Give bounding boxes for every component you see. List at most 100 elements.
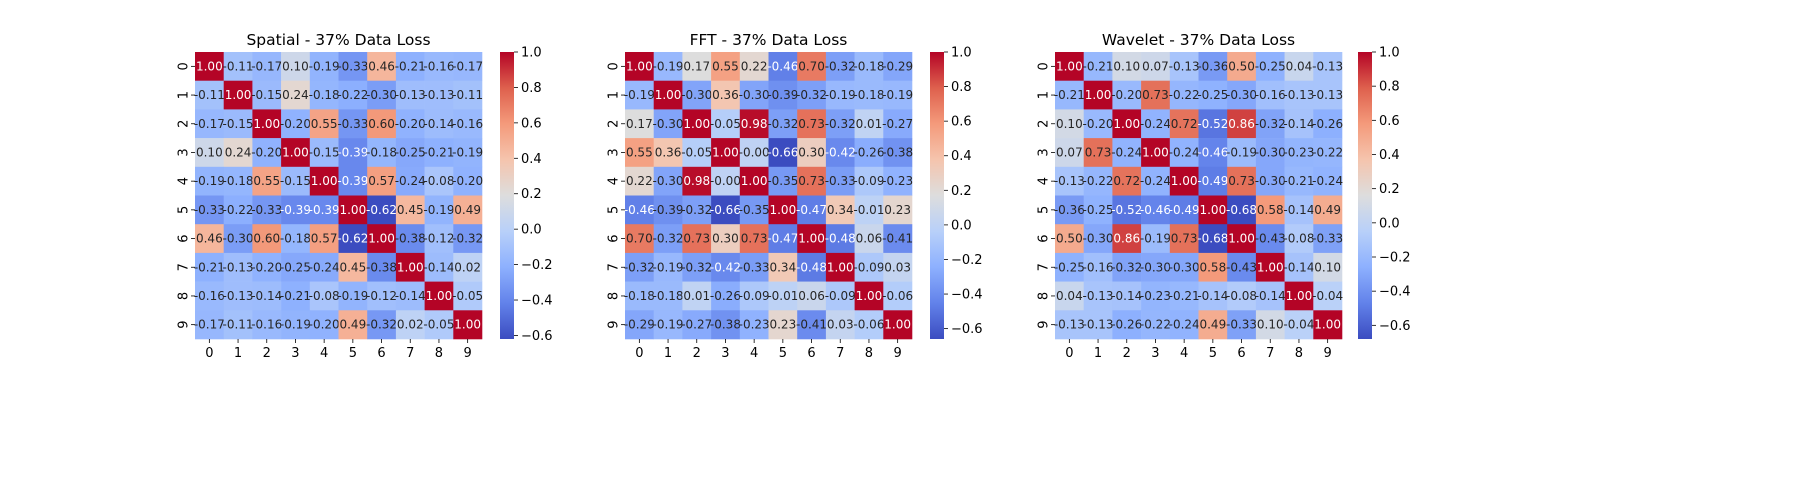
cell-label: -0.15: [251, 88, 282, 102]
cell-label: -0.19: [825, 88, 856, 102]
cell-label: -0.30: [1255, 145, 1286, 159]
heatmap-cell: [338, 252, 368, 282]
cell-label: -0.20: [251, 260, 282, 274]
colorbar-tick-label: −0.2: [951, 253, 983, 268]
heatmap-cell: [1083, 80, 1113, 110]
heatmap-cell: [1227, 224, 1257, 254]
cell-label: -0.25: [1197, 88, 1228, 102]
cell-label: 0.17: [683, 59, 710, 73]
cell-label: 0.24: [225, 145, 252, 159]
heatmap-cell: [1141, 109, 1171, 139]
cell-label: -0.13: [1083, 318, 1114, 332]
heatmap-cell: [739, 281, 769, 311]
cell-label: -0.27: [681, 318, 712, 332]
heatmap-cell: [453, 138, 483, 168]
cell-label: 0.55: [626, 145, 653, 159]
heatmap-cell: [367, 166, 397, 196]
heatmap-cell: [338, 52, 368, 81]
cell-label: 0.73: [798, 174, 825, 188]
cell-label: -0.19: [653, 260, 684, 274]
heatmap-cell: [1112, 310, 1142, 340]
cell-label: 0.55: [311, 117, 338, 131]
heatmap-cell: [223, 166, 253, 196]
colorbar-tick-label: 1.0: [1379, 46, 1400, 61]
heatmap-cell: [711, 224, 741, 254]
heatmap-cell: [453, 109, 483, 139]
cell-label: -0.43: [1255, 232, 1286, 246]
heatmap-cell: [1169, 195, 1199, 225]
heatmap-cell: [854, 281, 884, 311]
cell-label: -0.29: [624, 318, 655, 332]
heatmap-cell: [223, 281, 253, 311]
cell-label: 1.00: [1113, 117, 1140, 131]
cell-label: -0.33: [825, 174, 856, 188]
heatmap-cell: [1198, 109, 1228, 139]
colorbar-tick-label: 0.4: [1379, 148, 1400, 163]
cell-label: -0.24: [309, 260, 340, 274]
cell-label: -0.22: [223, 203, 254, 217]
heatmap-cell: [1255, 52, 1285, 81]
cell-label: -0.21: [423, 145, 454, 159]
heatmap-cell: [1141, 281, 1171, 311]
cell-label: -0.18: [223, 174, 254, 188]
cell-label: -0.16: [1255, 88, 1286, 102]
colorbar-tick-label: 0.4: [951, 149, 972, 164]
cell-label: -0.14: [251, 289, 282, 303]
heatmap-cell: [1227, 52, 1257, 81]
heatmap-cell: [854, 166, 884, 196]
cell-label: -0.25: [1054, 260, 1085, 274]
colorbar-tick-label: 0.8: [521, 81, 542, 96]
heatmap-cell: [395, 310, 425, 340]
x-tick-label: 1: [664, 346, 672, 361]
cell-label: 0.86: [1113, 232, 1140, 246]
cell-label: -0.12: [366, 289, 397, 303]
cell-label: -0.14: [1197, 289, 1228, 303]
heatmap-cell: [768, 252, 798, 282]
cell-label: -0.18: [366, 145, 397, 159]
heatmap-cell: [338, 195, 368, 225]
heatmap-cell: [1198, 281, 1228, 311]
cell-label: 0.58: [1257, 203, 1284, 217]
heatmap-cell: [883, 310, 913, 340]
cell-label: -0.19: [423, 203, 454, 217]
heatmap-cell: [768, 138, 798, 168]
heatmap-cell: [1198, 195, 1228, 225]
cell-label: 1.00: [1056, 59, 1083, 73]
cell-label: 0.01: [856, 117, 883, 131]
heatmap-cell: [281, 195, 311, 225]
heatmap-cell: [653, 80, 683, 110]
heatmap-cell: [682, 138, 712, 168]
cell-label: 0.72: [1113, 174, 1140, 188]
cell-label: -0.38: [395, 232, 426, 246]
cell-label: 0.36: [655, 145, 682, 159]
cell-label: -0.14: [1283, 117, 1314, 131]
heatmap-cell: [625, 252, 654, 282]
cell-label: 0.45: [339, 260, 366, 274]
cell-label: -0.26: [853, 145, 884, 159]
heatmap-cell: [1198, 252, 1228, 282]
heatmap-cell: [367, 138, 397, 168]
cell-label: -0.30: [653, 117, 684, 131]
heatmap-cell: [424, 252, 454, 282]
x-tick-label: 0: [205, 346, 213, 361]
cell-label: -0.33: [337, 117, 368, 131]
cell-label: 1.00: [339, 203, 366, 217]
heatmap-cell: [195, 52, 224, 81]
heatmap-cell: [1141, 252, 1171, 282]
heatmap-cell: [1227, 281, 1257, 311]
cell-label: 0.73: [1142, 88, 1169, 102]
colorbar-tick-label: 0.2: [521, 187, 542, 202]
heatmap-cell: [1284, 80, 1314, 110]
cell-label: -0.08: [1283, 232, 1314, 246]
heatmap-cell: [1284, 52, 1314, 81]
cell-label: -0.38: [882, 145, 913, 159]
heatmap-cell: [768, 224, 798, 254]
heatmap-cell: [1255, 109, 1285, 139]
x-tick-label: 9: [894, 346, 902, 361]
heatmap-cell: [1169, 252, 1199, 282]
cell-label: -0.32: [366, 318, 397, 332]
heatmap-cell: [252, 195, 282, 225]
y-tick-label: 8: [1037, 292, 1052, 300]
colorbar-tick-label: −0.6: [521, 329, 553, 344]
